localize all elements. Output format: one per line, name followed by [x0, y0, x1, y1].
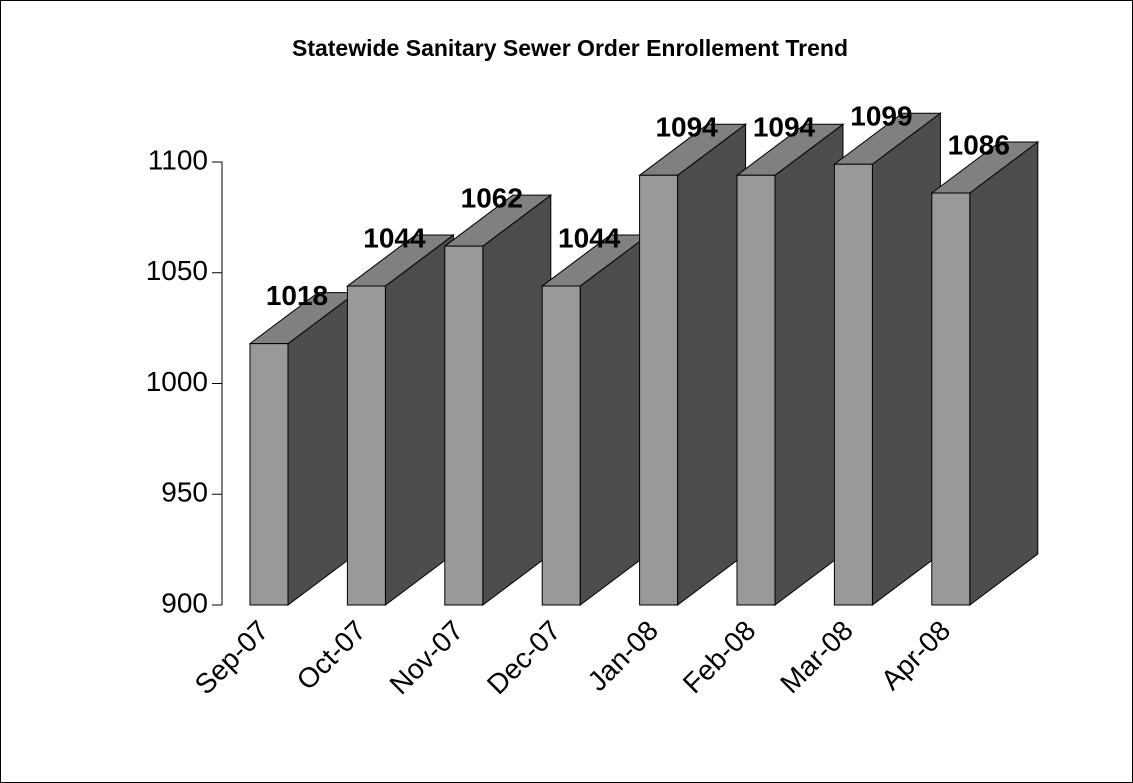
bar-front — [931, 192, 971, 606]
data-label: 1094 — [753, 112, 816, 143]
bar-front — [639, 174, 679, 606]
bar — [735, 123, 845, 606]
bar — [443, 194, 553, 606]
y-tick-label: 1000 — [146, 366, 208, 397]
bar-front — [444, 245, 484, 606]
bar-side — [969, 141, 1039, 606]
bar — [832, 112, 942, 606]
bar — [638, 123, 748, 606]
data-label: 1062 — [461, 183, 523, 214]
bar-side — [774, 123, 844, 606]
bar — [248, 291, 358, 606]
bar-side — [287, 291, 357, 606]
bar-side — [677, 123, 747, 606]
chart-title: Statewide Sanitary Sewer Order Enrolleme… — [292, 35, 848, 61]
bar-front — [346, 285, 386, 606]
bar — [930, 141, 1040, 606]
bar-side — [579, 234, 649, 606]
bar-front — [249, 343, 289, 606]
bar-side — [871, 112, 941, 606]
y-tick-label: 1100 — [148, 144, 208, 175]
bar — [345, 234, 455, 606]
data-label: 1086 — [948, 129, 1010, 160]
data-label: 1099 — [850, 101, 912, 132]
data-label: 1044 — [363, 222, 426, 253]
y-tick-label: 900 — [161, 587, 208, 618]
data-label: 1018 — [266, 280, 328, 311]
data-label: 1094 — [655, 112, 718, 143]
bar-front — [541, 285, 581, 606]
bar-side — [482, 194, 552, 606]
bar-front — [833, 163, 873, 606]
y-tick-label: 1050 — [146, 255, 208, 286]
bar-front — [736, 174, 776, 606]
bar — [540, 234, 650, 606]
y-tick-label: 950 — [161, 477, 208, 508]
bar-side — [384, 234, 454, 606]
data-label: 1044 — [558, 222, 621, 253]
